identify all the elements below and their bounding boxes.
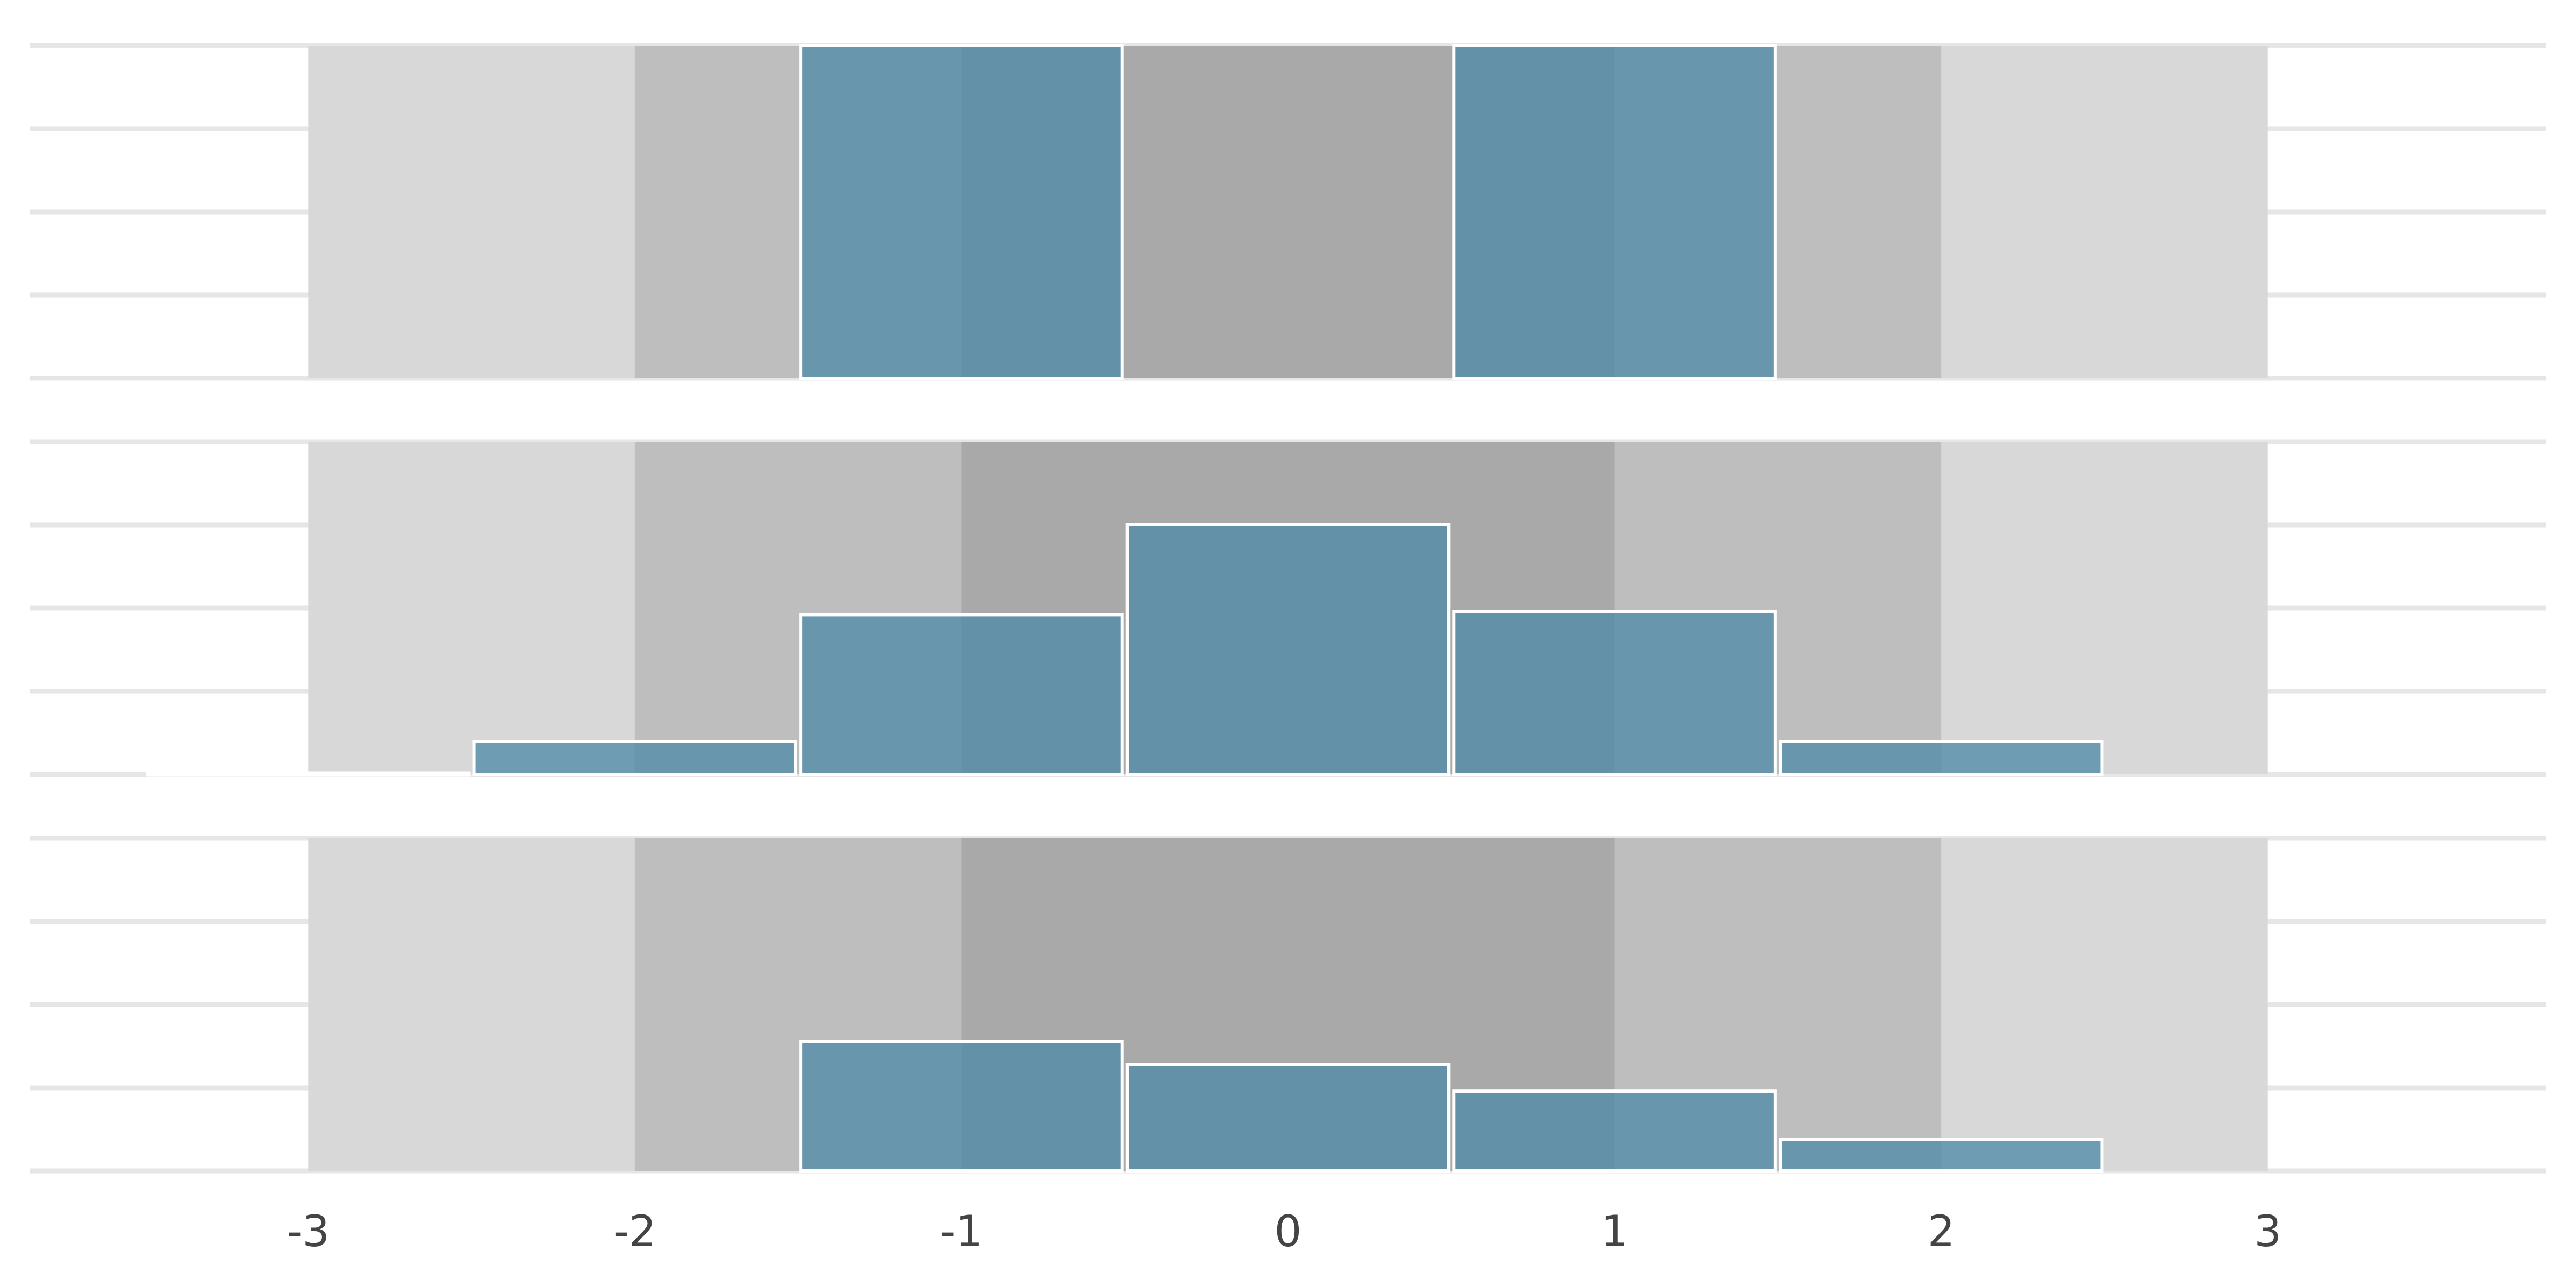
x-tick-label: 1 xyxy=(1601,1206,1628,1256)
histogram-bar xyxy=(472,740,797,776)
x-tick-label: -2 xyxy=(613,1206,656,1256)
x-tick-label: 0 xyxy=(1275,1206,1302,1256)
histogram-bar xyxy=(146,771,471,777)
histogram-panels xyxy=(30,43,2546,1174)
histogram-bar xyxy=(799,613,1124,777)
histogram-bar xyxy=(1125,523,1451,776)
x-tick-label: -3 xyxy=(287,1206,330,1256)
x-tick-label: -1 xyxy=(940,1206,983,1256)
histogram-panel-3 xyxy=(30,836,2546,1174)
histogram-bar xyxy=(799,44,1124,380)
histogram-panel-2 xyxy=(30,439,2546,777)
histogram-bar xyxy=(799,1040,1124,1173)
histogram-bar xyxy=(1779,1138,2104,1173)
histogram-bar xyxy=(1452,44,1777,380)
histogram-bar xyxy=(1452,610,1777,776)
histogram-bar xyxy=(1779,740,2104,776)
histogram-bar xyxy=(1452,1089,1777,1173)
histogram-bar xyxy=(1125,1063,1451,1173)
x-axis: -3 -2 -1 0 1 2 3 xyxy=(287,1206,2281,1256)
x-tick-label: 3 xyxy=(2254,1206,2281,1256)
histogram-panel-1 xyxy=(30,43,2546,381)
x-tick-label: 2 xyxy=(1928,1206,1955,1256)
